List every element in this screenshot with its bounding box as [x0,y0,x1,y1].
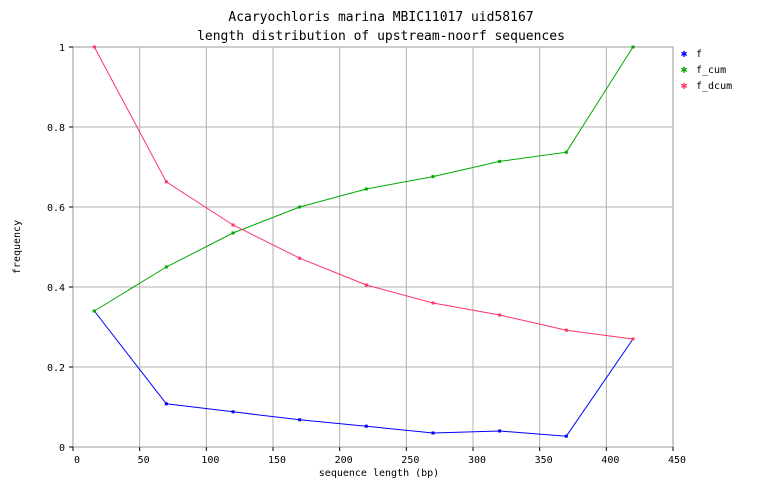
plot-area: 0 50 100 150 200 250 300 350 400 450 0 0.2 0.4 0.6 0.8… [47,43,686,466]
x-tick-label: 150 [268,455,286,466]
data-point-f-dcum [92,45,96,49]
legend-label-f: f [696,49,702,60]
data-point-f [564,434,568,438]
data-point-f-cum [431,175,435,179]
data-point-f [431,431,435,435]
data-point-f-dcum [231,223,235,227]
legend-marker-f-dcum: ✱ [681,79,688,92]
x-tick-label: 200 [335,455,353,466]
legend: ✱ f ✱ f_cum ✱ f_dcum [681,47,732,92]
data-point-f-dcum [364,283,368,287]
data-point-f-cum [498,159,502,163]
data-point-f-cum [231,231,235,235]
data-point-f-dcum [164,180,168,184]
chart-subtitle: length distribution of upstream-noorf se… [197,29,565,44]
data-point-f-cum [298,205,302,209]
x-tick-label: 350 [535,455,553,466]
data-point-f [231,410,235,414]
y-tick-label: 0.6 [47,203,65,214]
data-point-f-cum [164,265,168,269]
legend-label-f-dcum: f_dcum [696,81,732,92]
x-tick-label: 50 [138,455,150,466]
y-tick-label: 0.8 [47,123,65,134]
data-point-f-dcum [564,328,568,332]
y-axis-label: frequency [12,220,23,274]
x-tick-label: 400 [601,455,619,466]
x-axis-label: sequence length (bp) [319,468,439,479]
legend-marker-f-cum: ✱ [681,63,688,76]
chart-title: Acaryochloris marina MBIC11017 uid58167 [228,10,533,25]
data-point-f [298,418,302,422]
data-point-f-dcum [298,256,302,260]
y-tick-label: 0.2 [47,363,65,374]
legend-marker-f: ✱ [681,47,688,60]
y-tick-label: 0.4 [47,283,65,294]
data-point-f-cum [564,150,568,154]
data-point-f-dcum [431,301,435,305]
x-tick-label: 0 [74,455,80,466]
data-point-f-cum [92,309,96,313]
data-point-f-cum [364,187,368,191]
x-tick-label: 300 [468,455,486,466]
y-tick-label: 1 [59,43,65,54]
x-tick-label: 100 [201,455,219,466]
data-point-f [364,424,368,428]
data-point-f-dcum [498,313,502,317]
data-point-f-cum [631,45,635,49]
data-point-f-dcum [631,337,635,341]
x-tick-label: 250 [401,455,419,466]
x-tick-label: 450 [668,455,686,466]
y-tick-label: 0 [59,443,65,454]
data-point-f [498,429,502,433]
data-point-f [164,402,168,406]
legend-label-f-cum: f_cum [696,65,726,76]
plot-frame [72,46,674,448]
